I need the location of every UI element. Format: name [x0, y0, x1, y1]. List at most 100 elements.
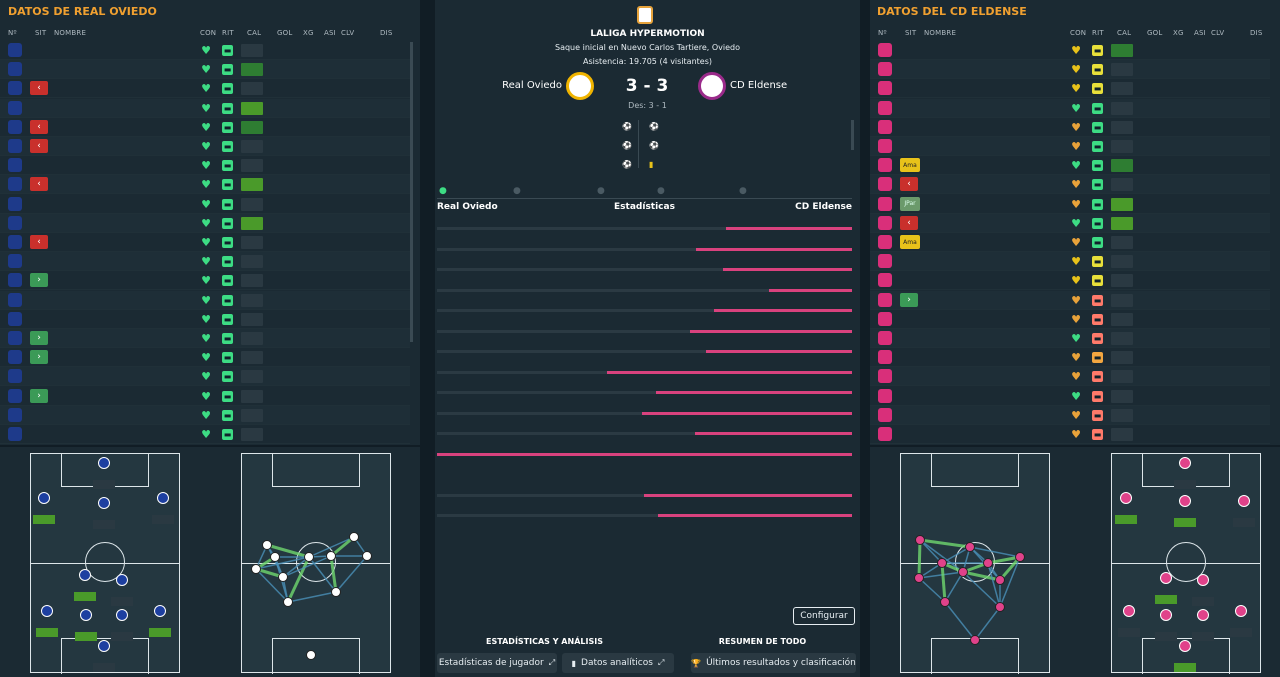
- pass-node[interactable]: [304, 552, 314, 562]
- player-stats-button[interactable]: Estadísticas de jugador ⤢: [437, 653, 557, 673]
- table-row[interactable]: ‹ ♥ ▬: [870, 213, 1270, 233]
- table-row[interactable]: ♥ ▬: [870, 137, 1270, 156]
- stats-tab[interactable]: ●: [597, 186, 610, 196]
- pass-node[interactable]: [958, 567, 968, 577]
- table-row[interactable]: ♥ ▬: [0, 213, 410, 233]
- table-row[interactable]: ♥ ▬: [0, 195, 410, 214]
- pass-node[interactable]: [1015, 552, 1025, 562]
- table-row[interactable]: ♥ ▬: [0, 310, 410, 329]
- formation-player-marker[interactable]: [98, 457, 110, 469]
- table-row[interactable]: ‹ ♥ ▬: [0, 137, 410, 156]
- table-row[interactable]: Ama ♥ ▬: [870, 156, 1270, 176]
- pass-node[interactable]: [326, 551, 336, 561]
- table-row[interactable]: ‹ ♥ ▬: [0, 175, 410, 195]
- pass-node[interactable]: [349, 532, 359, 542]
- table-row[interactable]: ♥ ▬: [870, 387, 1270, 406]
- table-row[interactable]: ♥ ▬: [870, 310, 1270, 329]
- table-row[interactable]: ♥ ▬: [0, 405, 410, 425]
- formation-player-marker[interactable]: [80, 609, 92, 621]
- table-row[interactable]: ♥ ▬: [0, 290, 410, 310]
- pass-node[interactable]: [262, 540, 272, 550]
- table-row[interactable]: › ♥ ▬: [0, 348, 410, 368]
- formation-player-marker[interactable]: [116, 609, 128, 621]
- formation-player-marker[interactable]: [98, 497, 110, 509]
- table-row[interactable]: ♥ ▬: [870, 271, 1270, 291]
- table-row[interactable]: ♥ ▬: [870, 405, 1270, 425]
- home-team-name[interactable]: Real Oviedo: [502, 80, 562, 91]
- table-row[interactable]: ‹ ♥ ▬: [870, 175, 1270, 195]
- formation-player-marker[interactable]: [1238, 495, 1250, 507]
- table-row[interactable]: ♥ ▬: [870, 252, 1270, 272]
- pass-node[interactable]: [306, 650, 316, 660]
- table-row[interactable]: ‹ ♥ ▬: [0, 79, 410, 99]
- analytics-button[interactable]: ▮ Datos analíticos ⤢: [562, 653, 674, 673]
- formation-player-marker[interactable]: [98, 640, 110, 652]
- formation-player-marker[interactable]: [1179, 457, 1191, 469]
- pass-node[interactable]: [983, 558, 993, 568]
- stats-tab[interactable]: ●: [739, 186, 752, 196]
- table-row[interactable]: › ♥ ▬: [0, 387, 410, 406]
- formation-player-marker[interactable]: [154, 605, 166, 617]
- table-row[interactable]: ♥ ▬: [0, 98, 410, 118]
- formation-player-marker[interactable]: [1179, 640, 1191, 652]
- table-row[interactable]: ♥ ▬: [0, 367, 410, 387]
- table-row[interactable]: ♥ ▬: [870, 79, 1270, 99]
- pass-node[interactable]: [937, 558, 947, 568]
- pass-node[interactable]: [995, 602, 1005, 612]
- formation-player-marker[interactable]: [79, 569, 91, 581]
- scorers-scrollbar[interactable]: [851, 120, 854, 150]
- table-row[interactable]: ♥ ▬: [870, 98, 1270, 118]
- pass-node[interactable]: [940, 597, 950, 607]
- formation-player-marker[interactable]: [1197, 609, 1209, 621]
- pass-node[interactable]: [915, 535, 925, 545]
- formation-player-marker[interactable]: [38, 492, 50, 504]
- table-row[interactable]: ♥ ▬: [870, 60, 1270, 80]
- table-row[interactable]: ♥ ▬: [870, 118, 1270, 137]
- away-team-name[interactable]: CD Eldense: [730, 80, 788, 91]
- pass-node[interactable]: [278, 572, 288, 582]
- table-row[interactable]: ‹ ♥ ▬: [0, 118, 410, 137]
- pass-node[interactable]: [270, 552, 280, 562]
- rating-value: [241, 332, 263, 345]
- table-row[interactable]: Ama ♥ ▬: [870, 233, 1270, 252]
- results-button[interactable]: 🏆 Últimos resultados y clasificación: [691, 653, 856, 673]
- pass-node[interactable]: [362, 551, 372, 561]
- pass-node[interactable]: [283, 597, 293, 607]
- table-row[interactable]: › ♥ ▬: [0, 271, 410, 291]
- table-row[interactable]: ♥ ▬: [870, 41, 1270, 60]
- home-list-scrollbar[interactable]: [410, 42, 413, 342]
- table-row[interactable]: ♥ ▬: [0, 41, 410, 60]
- pass-node[interactable]: [965, 542, 975, 552]
- table-row[interactable]: JPar ♥ ▬: [870, 195, 1270, 214]
- formation-player-marker[interactable]: [1179, 495, 1191, 507]
- stats-tab[interactable]: ●: [439, 186, 452, 196]
- table-row[interactable]: ♥ ▬: [0, 252, 410, 272]
- formation-player-marker[interactable]: [116, 574, 128, 586]
- formation-player-marker[interactable]: [1160, 609, 1172, 621]
- stats-tab[interactable]: ●: [513, 186, 526, 196]
- table-row[interactable]: ♥ ▬: [870, 329, 1270, 348]
- formation-player-marker[interactable]: [41, 605, 53, 617]
- table-row[interactable]: ♥ ▬: [870, 348, 1270, 368]
- formation-player-marker[interactable]: [157, 492, 169, 504]
- formation-player-marker[interactable]: [1197, 574, 1209, 586]
- pass-node[interactable]: [914, 573, 924, 583]
- table-row[interactable]: ♥ ▬: [870, 425, 1270, 444]
- formation-player-marker[interactable]: [1235, 605, 1247, 617]
- table-row[interactable]: › ♥ ▬: [870, 290, 1270, 310]
- table-row[interactable]: › ♥ ▬: [0, 329, 410, 348]
- table-row[interactable]: ♥ ▬: [0, 425, 410, 444]
- table-row[interactable]: ♥ ▬: [0, 156, 410, 176]
- pass-node[interactable]: [251, 564, 261, 574]
- table-row[interactable]: ♥ ▬: [0, 60, 410, 80]
- pass-node[interactable]: [331, 587, 341, 597]
- formation-player-marker[interactable]: [1160, 572, 1172, 584]
- formation-player-marker[interactable]: [1123, 605, 1135, 617]
- pass-node[interactable]: [995, 575, 1005, 585]
- formation-player-marker[interactable]: [1120, 492, 1132, 504]
- configure-button[interactable]: Configurar: [793, 607, 855, 625]
- table-row[interactable]: ‹ ♥ ▬: [0, 233, 410, 252]
- pass-node[interactable]: [970, 635, 980, 645]
- table-row[interactable]: ♥ ▬: [870, 367, 1270, 387]
- stats-tab[interactable]: ●: [657, 186, 670, 196]
